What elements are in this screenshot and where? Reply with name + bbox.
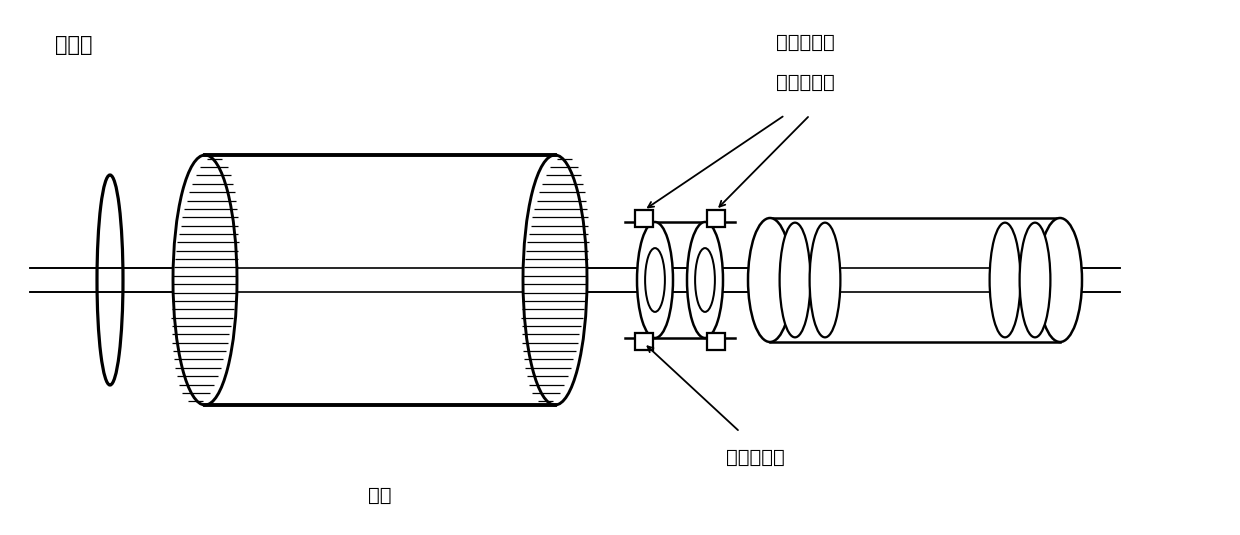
- Ellipse shape: [523, 155, 587, 405]
- Ellipse shape: [174, 155, 237, 405]
- Bar: [635, 210, 653, 227]
- Ellipse shape: [810, 223, 841, 338]
- Text: 水平方向加: 水平方向加: [776, 33, 835, 51]
- Ellipse shape: [1019, 223, 1050, 338]
- Text: 电动机: 电动机: [55, 35, 93, 55]
- Ellipse shape: [1038, 218, 1083, 342]
- Ellipse shape: [645, 248, 665, 312]
- Ellipse shape: [780, 223, 811, 338]
- Bar: [707, 333, 725, 350]
- Bar: [707, 210, 725, 227]
- Ellipse shape: [990, 223, 1021, 338]
- Ellipse shape: [687, 222, 723, 338]
- Bar: [635, 333, 653, 350]
- Text: 速度传感器: 速度传感器: [776, 73, 835, 91]
- Text: 转子: 转子: [368, 485, 392, 505]
- Polygon shape: [770, 218, 1060, 342]
- Text: 电动机轴承: 电动机轴承: [725, 447, 785, 467]
- Polygon shape: [205, 155, 556, 405]
- Ellipse shape: [748, 218, 792, 342]
- Ellipse shape: [637, 222, 673, 338]
- Ellipse shape: [696, 248, 715, 312]
